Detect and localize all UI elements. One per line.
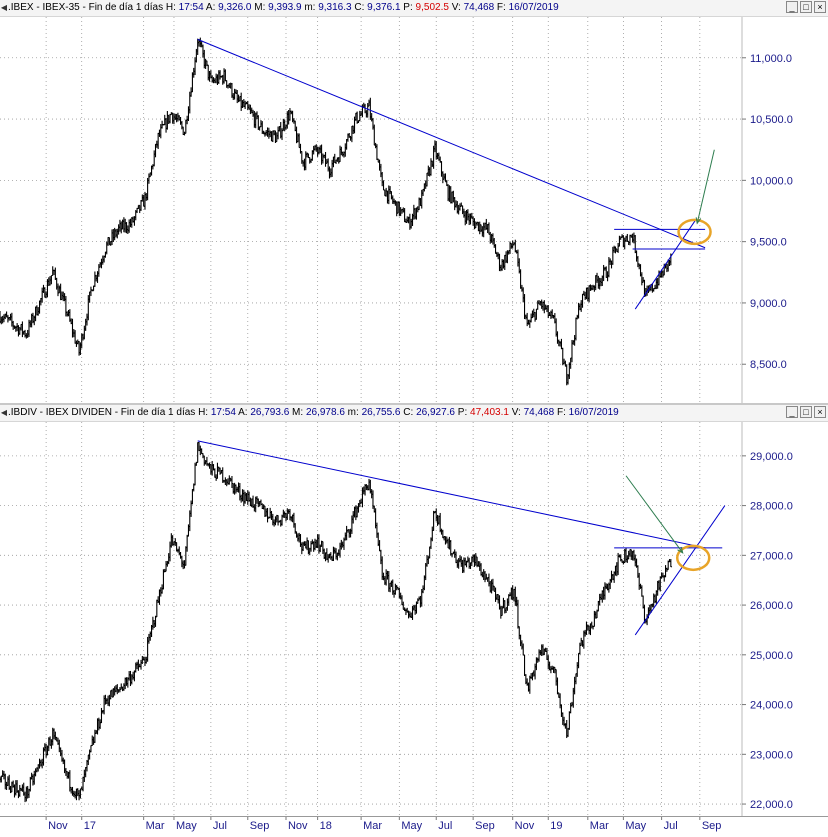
x-tick-label: Nov bbox=[288, 820, 308, 832]
x-tick-label: Sep bbox=[475, 820, 495, 832]
header-field-value: 16/07/2019 bbox=[568, 407, 619, 418]
header-field-label: H: bbox=[198, 407, 211, 418]
ibex-symbol-label: .IBEX - IBEX-35 - Fin de día 1 días bbox=[8, 2, 164, 13]
x-tick-label: 18 bbox=[320, 820, 332, 832]
ibdiv-chart-pane[interactable]: ◀.IBDIV - IBEX DIVIDEN - Fin de día 1 dí… bbox=[0, 405, 828, 816]
header-field-value: 17:54 bbox=[178, 2, 204, 13]
header-field-value: 9,316.3 bbox=[318, 2, 352, 13]
ibdiv-price-chart[interactable]: 22,000.0 23,000.0 24,000.0 25,000.0 26,000.0… bbox=[0, 422, 828, 816]
y-tick-label: 27,000.0 bbox=[750, 550, 793, 562]
y-tick-label: 29,000.0 bbox=[750, 451, 793, 463]
highlight-circle bbox=[677, 218, 712, 246]
header-field-label: H: bbox=[165, 2, 179, 13]
header-field-value: 9,502.5 bbox=[415, 2, 449, 13]
y-tick-label: 24,000.0 bbox=[750, 700, 793, 712]
minimize-button[interactable]: _ bbox=[786, 406, 798, 418]
y-tick-label: 28,000.0 bbox=[750, 501, 793, 513]
close-button[interactable]: × bbox=[814, 1, 826, 13]
maximize-button[interactable]: □ bbox=[800, 1, 812, 13]
time-axis: Nov 17 Mar May Jul Sep Nov 18 Mar May Jul Sep Nov 19 M… bbox=[0, 816, 828, 832]
collapse-arrow-icon[interactable]: ◀ bbox=[0, 3, 8, 12]
header-field-label: V: bbox=[448, 2, 464, 13]
y-tick-label: 10,500.0 bbox=[750, 114, 793, 126]
close-button[interactable]: × bbox=[814, 406, 826, 418]
pane-divider[interactable] bbox=[0, 403, 828, 405]
x-tick-label: Jul bbox=[213, 820, 227, 832]
ibdiv-symbol-label: .IBDIV - IBEX DIVIDEN - Fin de día 1 día… bbox=[8, 407, 196, 418]
header-field-value: 74,468 bbox=[523, 407, 555, 418]
header-field-value: 16/07/2019 bbox=[508, 2, 559, 13]
annotation-arrow bbox=[696, 149, 715, 224]
x-tick-label: Mar bbox=[146, 820, 165, 832]
ibex-header-bar: ◀.IBEX - IBEX-35 - Fin de día 1 días H: … bbox=[0, 0, 828, 17]
annotation-arrow-head bbox=[677, 546, 684, 554]
ibex-header-fields: H: 17:54 A: 9,326.0 M: 9,393.9 m: 9,316.… bbox=[166, 2, 559, 13]
x-tick-label: Jul bbox=[438, 820, 452, 832]
header-field-label: P: bbox=[455, 407, 471, 418]
header-field-label: P: bbox=[400, 2, 416, 13]
header-field-label: A: bbox=[203, 2, 219, 13]
header-field-value: 26,793.6 bbox=[250, 407, 290, 418]
header-field-value: 26,978.6 bbox=[305, 407, 345, 418]
header-field-label: M: bbox=[289, 407, 306, 418]
x-tick-label: 17 bbox=[84, 820, 96, 832]
price-bars bbox=[0, 37, 673, 386]
price-bars bbox=[0, 441, 673, 803]
header-field-value: 9,326.0 bbox=[218, 2, 252, 13]
y-tick-label: 26,000.0 bbox=[750, 600, 793, 612]
header-field-value: 47,403.1 bbox=[470, 407, 509, 418]
x-tick-label: Sep bbox=[702, 820, 722, 832]
ibex-price-chart[interactable]: 8,500.0 9,000.0 9,500.0 10,000.0 10,500.0 11,… bbox=[0, 17, 828, 404]
header-field-label: M: bbox=[251, 2, 269, 13]
header-field-value: 9,393.9 bbox=[268, 2, 302, 13]
maximize-button[interactable]: □ bbox=[800, 406, 812, 418]
trendline[interactable] bbox=[634, 505, 726, 636]
minimize-button[interactable]: _ bbox=[786, 1, 798, 13]
x-tick-label: Mar bbox=[363, 820, 382, 832]
trendline[interactable] bbox=[197, 38, 706, 249]
y-tick-label: 9,500.0 bbox=[750, 237, 787, 249]
x-tick-label: Nov bbox=[48, 820, 68, 832]
x-tick-label: May bbox=[176, 820, 197, 832]
y-tick-label: 23,000.0 bbox=[750, 749, 793, 761]
header-field-value: 9,376.1 bbox=[367, 2, 401, 13]
x-tick-label: Sep bbox=[250, 820, 270, 832]
ibdiv-window-buttons: _ □ × bbox=[786, 406, 826, 418]
y-tick-label: 11,000.0 bbox=[750, 53, 792, 65]
header-field-label: F: bbox=[494, 2, 509, 13]
header-field-label: V: bbox=[508, 407, 524, 418]
ibex-chart-pane[interactable]: ◀.IBEX - IBEX-35 - Fin de día 1 días H: … bbox=[0, 0, 828, 404]
y-tick-label: 22,000.0 bbox=[750, 799, 793, 811]
x-tick-label: May bbox=[625, 820, 646, 832]
annotation-arrow bbox=[625, 475, 684, 554]
ibdiv-header-fields: H: 17:54 A: 26,793.6 M: 26,978.6 m: 26,7… bbox=[198, 407, 619, 418]
header-field-label: A: bbox=[235, 407, 251, 418]
x-tick-label: Mar bbox=[590, 820, 609, 832]
x-tick-label: Nov bbox=[515, 820, 535, 832]
ibdiv-header-bar: ◀.IBDIV - IBEX DIVIDEN - Fin de día 1 dí… bbox=[0, 405, 828, 422]
y-tick-label: 10,000.0 bbox=[750, 175, 793, 187]
trendline[interactable] bbox=[634, 219, 697, 310]
header-field-value: 17:54 bbox=[210, 407, 236, 418]
collapse-arrow-icon[interactable]: ◀ bbox=[0, 408, 8, 417]
x-tick-label: Jul bbox=[664, 820, 678, 832]
y-tick-label: 25,000.0 bbox=[750, 650, 793, 662]
header-field-label: F: bbox=[554, 407, 569, 418]
highlight-circle bbox=[675, 544, 711, 572]
x-tick-label: 19 bbox=[550, 820, 562, 832]
header-field-value: 26,927.6 bbox=[416, 407, 455, 418]
y-tick-label: 9,000.0 bbox=[750, 298, 787, 310]
header-field-label: m: bbox=[344, 407, 362, 418]
trendline[interactable] bbox=[197, 440, 706, 549]
header-field-value: 26,755.6 bbox=[361, 407, 401, 418]
y-tick-label: 8,500.0 bbox=[750, 359, 787, 371]
annotation-arrow-head bbox=[695, 217, 702, 225]
header-field-label: C: bbox=[351, 2, 368, 13]
header-field-value: 74,468 bbox=[463, 2, 495, 13]
time-axis-labels: Nov 17 Mar May Jul Sep Nov 18 Mar May Jul Sep Nov 19 M… bbox=[45, 817, 722, 832]
ibex-window-buttons: _ □ × bbox=[786, 1, 826, 13]
header-field-label: m: bbox=[301, 2, 319, 13]
header-field-label: C: bbox=[400, 407, 417, 418]
x-tick-label: May bbox=[401, 820, 422, 832]
